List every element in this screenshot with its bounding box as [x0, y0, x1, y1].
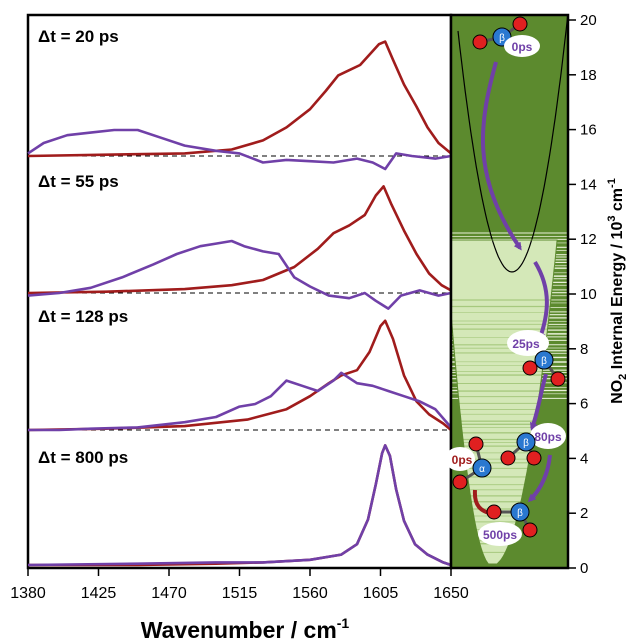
molecule-500ps: β 500ps: [478, 502, 538, 546]
spectra-panel: Δt = 20 ps Δt = 55 ps Δt = 128 ps Δt = 800 …: [10, 13, 469, 643]
nitrogen-atom: [516, 432, 536, 452]
oxygen-atom: [526, 450, 542, 466]
x-tick-label: 1425: [81, 585, 117, 602]
molecule-25ps: 25ps β: [507, 330, 566, 387]
oxygen-atom: [468, 436, 484, 452]
x-tick-label: 1515: [222, 585, 258, 602]
relaxation-arrow-4: [527, 454, 552, 503]
panel-label: Δt = 128 ps: [38, 307, 128, 326]
panel-label: Δt = 800 ps: [38, 448, 128, 467]
relaxation-arrow-1: [481, 61, 522, 251]
molecule-80ps: 80ps β: [500, 423, 566, 466]
y-tick-label: 0: [580, 560, 588, 577]
time-label-0ps: 0ps: [512, 40, 533, 54]
oxygen-atom: [522, 360, 538, 376]
upper-potential-curve: [457, 15, 568, 273]
purple-spectrum-line: [27, 128, 452, 171]
y-tick-label: 6: [580, 396, 588, 413]
purple-spectrum-line: [27, 239, 452, 310]
time-label-80ps: 80ps: [534, 430, 562, 444]
time-label-500ps: 500ps: [483, 528, 517, 542]
x-tick-label: 1650: [433, 585, 469, 602]
y-tick-label: 2: [580, 505, 588, 522]
beta-label: β: [517, 508, 523, 519]
y-tick-label: 16: [580, 122, 597, 139]
x-axis-label: Wavenumber / cm-1: [141, 615, 350, 643]
x-tick-label: 1605: [363, 585, 399, 602]
purple-spectrum-line: [28, 371, 452, 432]
molecule-0ps-top: β 0ps: [472, 16, 540, 57]
relaxation-arrow-3: [530, 373, 548, 431]
time-label-25ps: 25ps: [512, 337, 540, 351]
oxygen-atom: [512, 16, 528, 32]
y-tick-label: 20: [580, 12, 597, 29]
time-label-0ps-alpha: 0ps: [452, 453, 473, 467]
oxygen-atom: [550, 371, 566, 387]
y-tick-label: 10: [580, 286, 597, 303]
x-tick-label: 1380: [10, 585, 46, 602]
oxygen-atom: [472, 34, 488, 50]
spectrum-panel-4: Δt = 800 ps: [27, 444, 452, 567]
y-tick-label: 12: [580, 231, 597, 248]
nitrogen-atom: [534, 350, 554, 370]
y-tick-label: 18: [580, 67, 597, 84]
x-tick-label: 1470: [151, 585, 187, 602]
panel-label: Δt = 20 ps: [38, 27, 119, 46]
oxygen-atom: [500, 450, 516, 466]
molecule-0ps-alpha: 0ps α: [445, 436, 492, 490]
energy-frame: [449, 13, 570, 570]
spectrum-panel-2: Δt = 55 ps: [27, 172, 452, 310]
beta-label: β: [523, 438, 529, 449]
oxygen-atom: [486, 504, 502, 520]
beta-label: β: [499, 33, 505, 44]
red-spectrum-line: [27, 40, 452, 158]
energy-panel: 0 2 4 6 8 10 12 14 16 18 20 NO2 Internal Energy / …: [445, 12, 629, 577]
spectrum-panel-1: Δt = 20 ps: [27, 27, 452, 171]
nitrogen-atom: [472, 458, 492, 478]
spectrum-panel-3: Δt = 128 ps: [27, 307, 452, 432]
relaxation-arrow-2: [533, 260, 549, 341]
y-tick-label: 14: [580, 176, 597, 193]
panel-label: Δt = 55 ps: [38, 172, 119, 191]
beta-label: β: [541, 356, 547, 367]
purple-spectrum-line: [27, 444, 452, 567]
oxygen-atom: [452, 474, 468, 490]
y-tick-label: 8: [580, 341, 588, 358]
alpha-label: α: [479, 464, 485, 475]
nitrogen-atom: [510, 502, 530, 522]
oxygen-atom: [522, 522, 538, 538]
energy-axis-label: NO2 Internal Energy / 103 cm-1: [606, 178, 629, 404]
x-axis-label-superscript: -1: [337, 615, 350, 631]
x-tick-label: 1560: [292, 585, 328, 602]
y-tick-label: 4: [580, 450, 588, 467]
red-spectrum-line: [27, 319, 452, 432]
red-spectrum-line: [27, 185, 452, 295]
